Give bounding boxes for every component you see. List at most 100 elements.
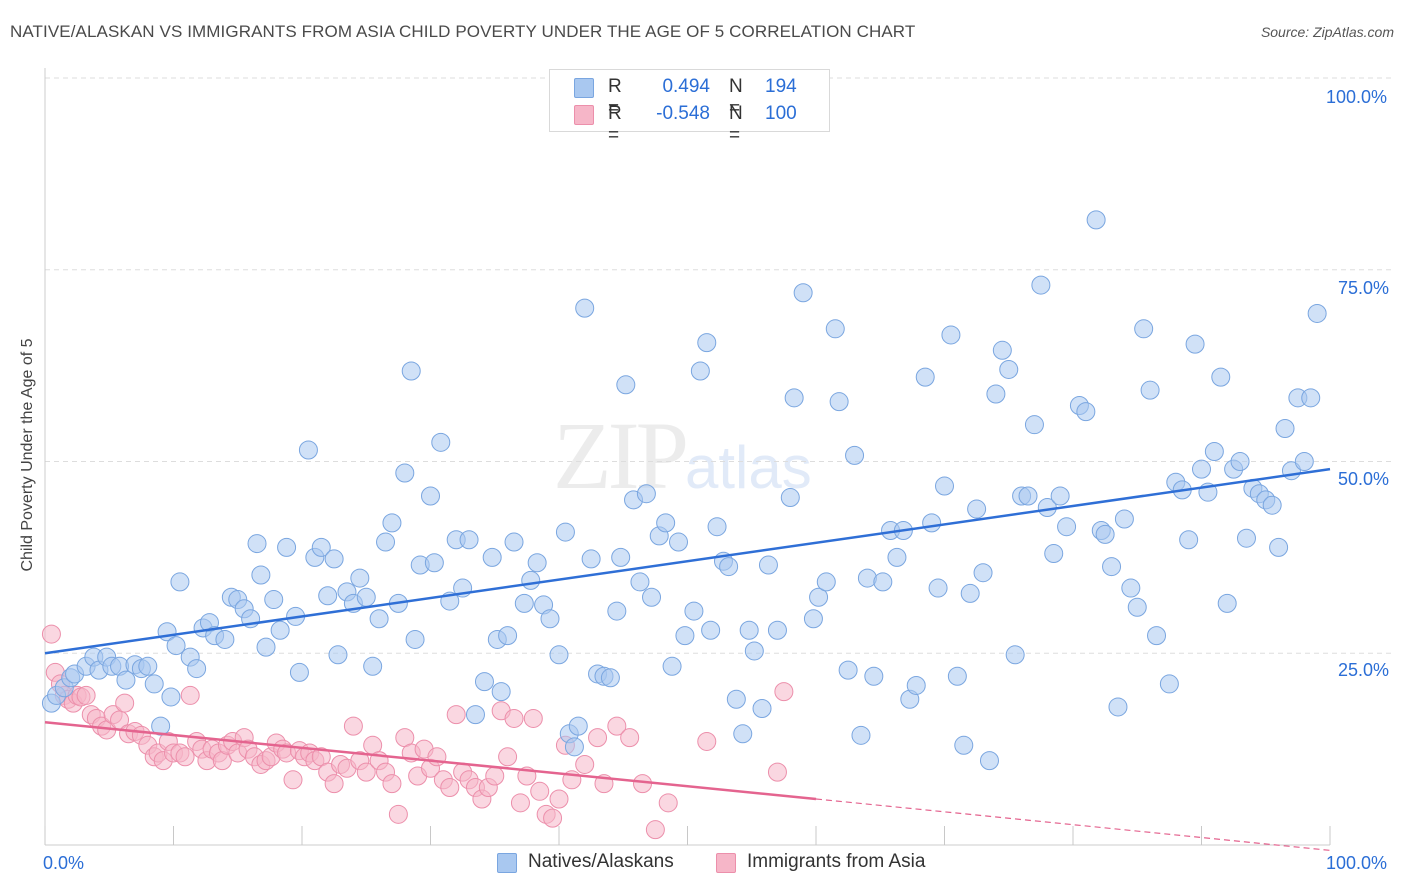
natives-point [1127, 597, 1147, 617]
immigrants-point [485, 766, 505, 786]
natives-point [960, 583, 980, 603]
immigrants-point [633, 774, 653, 794]
natives-point [465, 705, 485, 725]
natives-point [986, 384, 1006, 404]
natives-point [1024, 415, 1044, 435]
natives-point [1301, 388, 1321, 408]
natives-point [928, 578, 948, 598]
immigrants-point [767, 762, 787, 782]
natives-point [999, 359, 1019, 379]
natives-point [1114, 509, 1134, 529]
natives-point [1217, 593, 1237, 613]
correlation-legend: R = 0.494 N = 194 R = -0.548 N = 100 [549, 69, 830, 146]
natives-point [498, 626, 518, 646]
natives-point [1294, 452, 1314, 471]
natives-point [1005, 645, 1025, 665]
natives-point [116, 670, 136, 690]
natives-point [726, 689, 746, 709]
immigrants-point [575, 754, 595, 774]
immigrants-point [697, 731, 717, 751]
natives-point [1121, 578, 1141, 598]
natives-point [527, 553, 547, 573]
immigrants-point [645, 820, 665, 840]
natives-point [514, 593, 534, 613]
natives-point [1140, 380, 1160, 400]
y-tick-label-75: 75.0% [1338, 278, 1390, 298]
natives-point [382, 513, 402, 533]
natives-point [575, 298, 595, 318]
natives-point [1211, 367, 1231, 387]
n-label: N = [729, 103, 743, 146]
natives-point [166, 636, 186, 656]
natives-point [247, 534, 267, 554]
natives-point [719, 557, 739, 577]
natives-point [611, 547, 631, 567]
natives-point [675, 626, 695, 646]
natives-point [935, 476, 954, 496]
natives-point [474, 672, 494, 692]
natives-point [915, 367, 935, 387]
natives-point [941, 325, 961, 345]
natives-point [1204, 442, 1224, 462]
natives-point [922, 513, 942, 533]
natives-point [369, 609, 389, 629]
immigrants-point [388, 804, 408, 824]
natives-point [1307, 303, 1327, 323]
immigrants-point [343, 716, 363, 736]
natives-point [684, 601, 704, 621]
natives-points [41, 210, 1327, 771]
n-label: N = [729, 76, 743, 119]
natives-point [1269, 537, 1289, 557]
immigrants-point [440, 777, 460, 797]
natives-point [277, 537, 297, 557]
y-tick-label-100: 100.0% [1326, 87, 1388, 107]
natives-point [1159, 674, 1179, 694]
natives-point [161, 687, 181, 707]
natives-point [1044, 544, 1064, 564]
immigrants-points [41, 624, 794, 840]
natives-point [144, 674, 164, 694]
natives-point [784, 388, 804, 408]
natives-point [251, 565, 271, 585]
immigrants-trend-extension [815, 798, 1331, 851]
natives-trend-line [44, 467, 1331, 655]
r-label: R = [608, 103, 622, 146]
immigrants-point [283, 770, 303, 790]
natives-point [1179, 530, 1199, 550]
natives-point [555, 522, 575, 542]
natives-point [780, 488, 800, 508]
natives-point [733, 724, 753, 744]
r-label: R = [608, 76, 622, 119]
natives-point [264, 590, 284, 610]
natives-point [270, 620, 290, 640]
natives-point [642, 587, 662, 607]
immigrants-point [356, 762, 376, 782]
natives-point [356, 587, 376, 607]
natives-point [564, 737, 584, 757]
natives-point [350, 568, 370, 588]
natives-point [1057, 517, 1077, 537]
immigrants-point [658, 793, 678, 813]
natives-point [758, 555, 778, 575]
natives-point [752, 698, 772, 718]
natives-point [568, 716, 588, 736]
natives-point [739, 620, 759, 640]
natives-point [690, 361, 710, 381]
natives-point [838, 660, 858, 680]
natives-point [1236, 528, 1256, 548]
immigrants-point [324, 774, 344, 794]
natives-point [697, 333, 717, 353]
natives-point [829, 392, 849, 412]
natives-point [1102, 557, 1122, 577]
natives-point [298, 440, 318, 460]
immigrants-point [498, 747, 518, 767]
chart-title: NATIVE/ALASKAN VS IMMIGRANTS FROM ASIA C… [10, 22, 916, 41]
y-axis-title: Child Poverty Under the Age of 5 [19, 338, 36, 572]
immigrants-point [180, 685, 200, 705]
natives-point [1192, 459, 1211, 479]
natives-point [662, 656, 682, 676]
natives-point [979, 751, 999, 771]
natives-point [328, 645, 348, 665]
natives-point [992, 340, 1012, 360]
natives-point [1031, 275, 1051, 295]
